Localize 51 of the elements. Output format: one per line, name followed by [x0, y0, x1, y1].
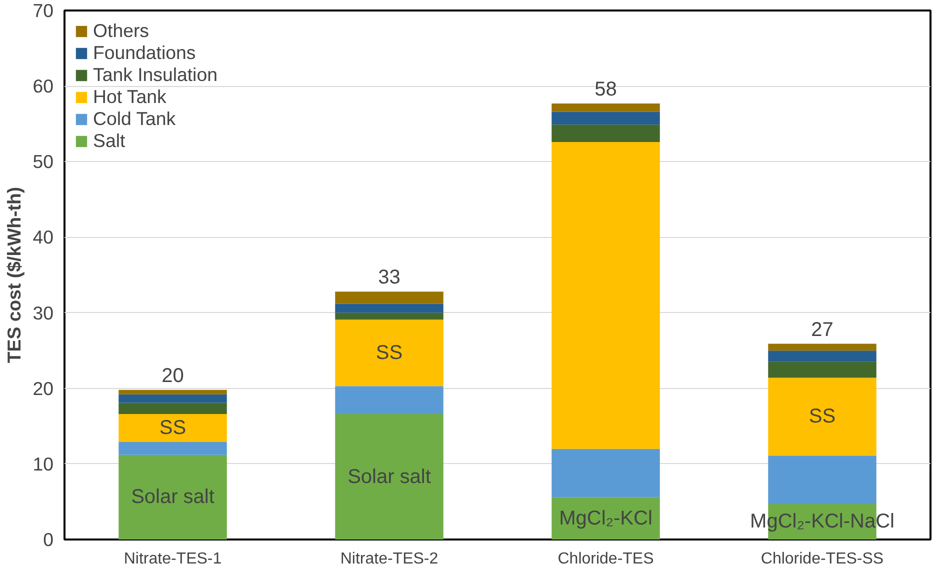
- total-label: 58: [594, 78, 617, 100]
- bar: [335, 320, 444, 386]
- bar: [118, 402, 227, 414]
- bar: [768, 350, 876, 362]
- bar: [768, 456, 876, 504]
- bar: [552, 103, 660, 112]
- y-tick-label: 10: [32, 453, 54, 474]
- y-tick-label: 20: [32, 378, 54, 399]
- x-tick-label: Nitrate-TES-2: [340, 550, 438, 568]
- bar: [335, 414, 444, 540]
- legend-label: Tank Insulation: [93, 64, 218, 86]
- bar: [335, 386, 444, 414]
- bar: [118, 390, 227, 394]
- bar: [118, 454, 227, 540]
- bar: [768, 344, 876, 351]
- annotation: SS: [376, 342, 403, 364]
- legend-label: Foundations: [93, 42, 196, 64]
- bar: [118, 414, 227, 442]
- bar: [552, 448, 660, 498]
- y-tick-label: 30: [32, 302, 54, 324]
- total-label: 27: [811, 318, 834, 341]
- legend-label: Hot Tank: [93, 86, 166, 108]
- y-tick-label: 70: [32, 0, 54, 21]
- x-tick-label: Nitrate-TES-1: [124, 550, 222, 568]
- annotation: Solar salt: [131, 486, 215, 508]
- annotation: MgCl₂-KCl: [559, 507, 652, 530]
- x-tick-label: Chloride-TES-SS: [760, 550, 884, 568]
- bar: [552, 124, 660, 142]
- annotation: SS: [808, 406, 836, 428]
- legend-label: Cold Tank: [93, 108, 176, 130]
- total-label: 20: [162, 364, 184, 387]
- bar: [768, 362, 876, 378]
- annotation: SS: [159, 417, 186, 440]
- legend-label: Salt: [93, 130, 126, 152]
- y-tick-label: 50: [32, 151, 54, 172]
- bar: [768, 378, 876, 456]
- annotation: Solar salt: [348, 466, 432, 488]
- bar: [335, 312, 444, 320]
- bar: [118, 442, 227, 455]
- x-tick-label: Chloride-TES: [558, 550, 654, 568]
- y-axis-title: TES cost ($/kWh-th): [4, 186, 25, 364]
- total-label: 33: [378, 266, 400, 289]
- bar: [335, 292, 444, 304]
- y-tick-label: 60: [32, 76, 54, 97]
- y-tick-label: 0: [43, 529, 54, 550]
- bar: [552, 142, 660, 449]
- bar: [118, 394, 227, 403]
- bar: [335, 304, 444, 313]
- y-tick-label: 40: [32, 226, 54, 248]
- legend-label: Others: [93, 20, 149, 42]
- bar: [552, 112, 660, 125]
